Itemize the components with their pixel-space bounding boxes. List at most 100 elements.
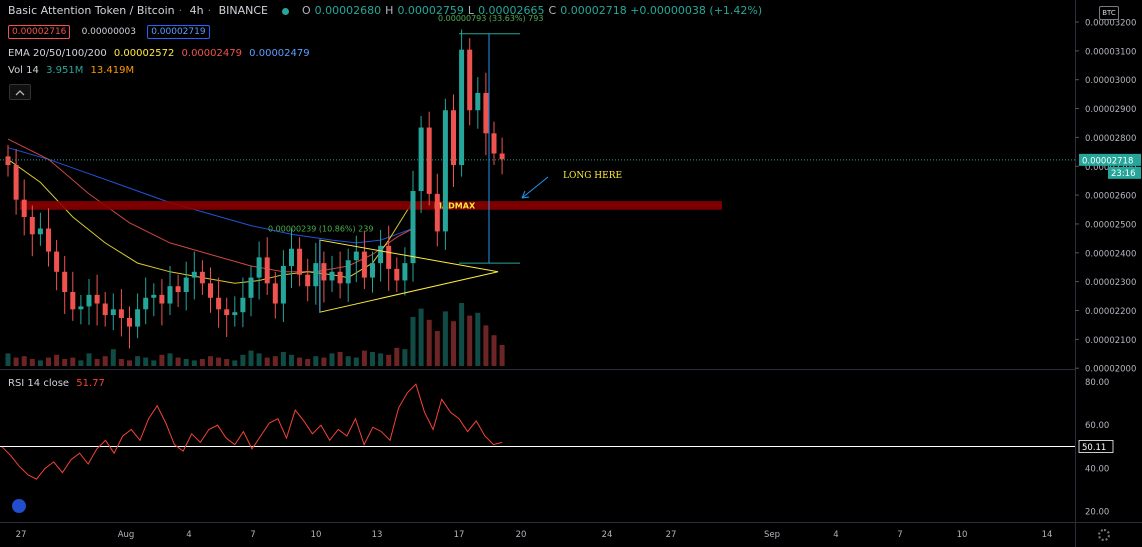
volume-bar xyxy=(118,359,124,366)
volume-bar xyxy=(499,345,505,366)
volume-bar xyxy=(289,354,294,366)
volume-bar xyxy=(191,360,197,366)
candle-body xyxy=(410,191,416,264)
live-dot-icon xyxy=(281,7,289,15)
volume-bar xyxy=(199,359,205,366)
candle-body xyxy=(21,199,27,217)
volume-bar xyxy=(345,356,351,366)
x-tick-label: Aug xyxy=(118,530,135,540)
volume-bar xyxy=(378,353,384,366)
gear-icon[interactable] xyxy=(1098,529,1110,541)
candle-body xyxy=(402,263,408,281)
volume-bar xyxy=(272,356,278,366)
long-arrow-line xyxy=(521,176,549,199)
collapse-legend-button[interactable] xyxy=(9,84,31,100)
x-tick-label: 13 xyxy=(372,530,383,540)
volume-bar xyxy=(78,360,84,366)
candle-body xyxy=(272,283,278,304)
volume-bar xyxy=(264,357,270,366)
ema-label: EMA 20/50/100/200 xyxy=(8,48,107,59)
x-tick-label: Sep xyxy=(764,530,780,540)
candle-body xyxy=(491,133,497,154)
sell-price-button[interactable]: 0.00002716 xyxy=(8,25,71,39)
volume-bar xyxy=(321,357,327,366)
volume-bar xyxy=(159,354,165,366)
symbol-name[interactable]: Basic Attention Token / Bitcoin xyxy=(8,4,175,17)
volume-bar xyxy=(313,356,319,366)
candle-body xyxy=(499,153,505,160)
volume-bar xyxy=(459,303,465,366)
volume-bar xyxy=(491,335,497,366)
volume-bar xyxy=(337,352,343,366)
candle-body xyxy=(86,294,92,307)
volume-bar xyxy=(418,308,424,366)
candle-body xyxy=(378,245,384,264)
x-tick-label: 20 xyxy=(516,530,527,540)
ema20-value: 0.00002572 xyxy=(113,48,175,59)
candle-body xyxy=(208,283,213,298)
volume-bar xyxy=(442,311,448,366)
y-tick-label: 0.00002400 xyxy=(1085,249,1136,259)
buy-price-button[interactable]: 0.00002719 xyxy=(147,25,210,39)
candle-body xyxy=(361,251,367,278)
volume-bar xyxy=(353,357,359,366)
candle-body xyxy=(127,317,132,327)
volume-bar xyxy=(329,353,335,366)
symbol-legend: Basic Attention Token / Bitcoin · 4h · BIN… xyxy=(8,4,770,18)
volume-bar xyxy=(110,349,116,366)
volume-legend[interactable]: Vol 14 3.951M 13.419M xyxy=(8,64,138,78)
volume-bar xyxy=(402,349,408,366)
candle-body xyxy=(224,309,230,316)
candle-body xyxy=(418,127,424,192)
volume-bar xyxy=(143,357,149,366)
candle-body xyxy=(37,228,43,235)
measure-large-label: 0.00000793 (33.63%) 793 xyxy=(438,14,543,23)
rsi-current-badge xyxy=(1078,440,1114,453)
y-tick-label: 0.00003100 xyxy=(1085,47,1136,57)
candle-body xyxy=(199,271,205,284)
x-tick-label: 27 xyxy=(16,530,27,540)
candle-body xyxy=(62,271,68,292)
volume-bar xyxy=(94,359,100,366)
candle-body xyxy=(29,216,35,235)
y-tick-label: 0.00002500 xyxy=(1085,220,1136,230)
candle-body xyxy=(337,271,343,284)
candle-body xyxy=(370,263,375,278)
volume-bar xyxy=(280,352,286,366)
candle-body xyxy=(434,193,440,232)
volume-bar xyxy=(62,359,68,366)
volume-bar xyxy=(135,356,141,366)
candle-body xyxy=(248,277,254,298)
candle-body xyxy=(329,271,335,281)
volume-bar xyxy=(426,319,432,366)
last-price-badge xyxy=(1079,153,1141,166)
ohlc-value-c: 0.00002718 +0.00000038 (+1.42%) xyxy=(560,4,763,17)
candle-body xyxy=(426,127,432,194)
volume-bar xyxy=(5,353,11,366)
x-tick-label: 27 xyxy=(666,530,677,540)
volume-bar xyxy=(167,353,173,366)
candle-body xyxy=(46,228,51,252)
candle-body xyxy=(110,309,116,316)
rsi-legend[interactable]: RSI 14 close 51.77 xyxy=(8,377,109,391)
x-tick-label: 14 xyxy=(1042,530,1053,540)
candle-body xyxy=(305,274,311,287)
volume-bar xyxy=(483,325,489,366)
long-here-label: LONG HERE xyxy=(563,171,622,181)
candle-body xyxy=(345,260,351,284)
rsi-value: 51.77 xyxy=(76,378,105,389)
candle-body xyxy=(13,165,19,200)
candle-body xyxy=(386,245,392,269)
currency-badge[interactable]: BTC xyxy=(1099,6,1119,20)
volume-bar xyxy=(175,357,181,366)
candle-body xyxy=(5,156,11,166)
bid-ask-row: 0.00002716 0.00000003 0.00002719 xyxy=(8,25,214,39)
candle-body xyxy=(264,257,270,284)
volume-bar xyxy=(370,352,375,366)
interval[interactable]: 4h xyxy=(189,4,204,17)
y-tick-label: 0.00002000 xyxy=(1085,365,1136,375)
ema-legend[interactable]: EMA 20/50/100/200 0.00002572 0.00002479 … xyxy=(8,47,314,61)
ohlc-values: O 0.00002680 H 0.00002759 L 0.00002665 C 0.0000… xyxy=(302,4,766,17)
rsi-tick-label: 40.00 xyxy=(1085,464,1109,474)
